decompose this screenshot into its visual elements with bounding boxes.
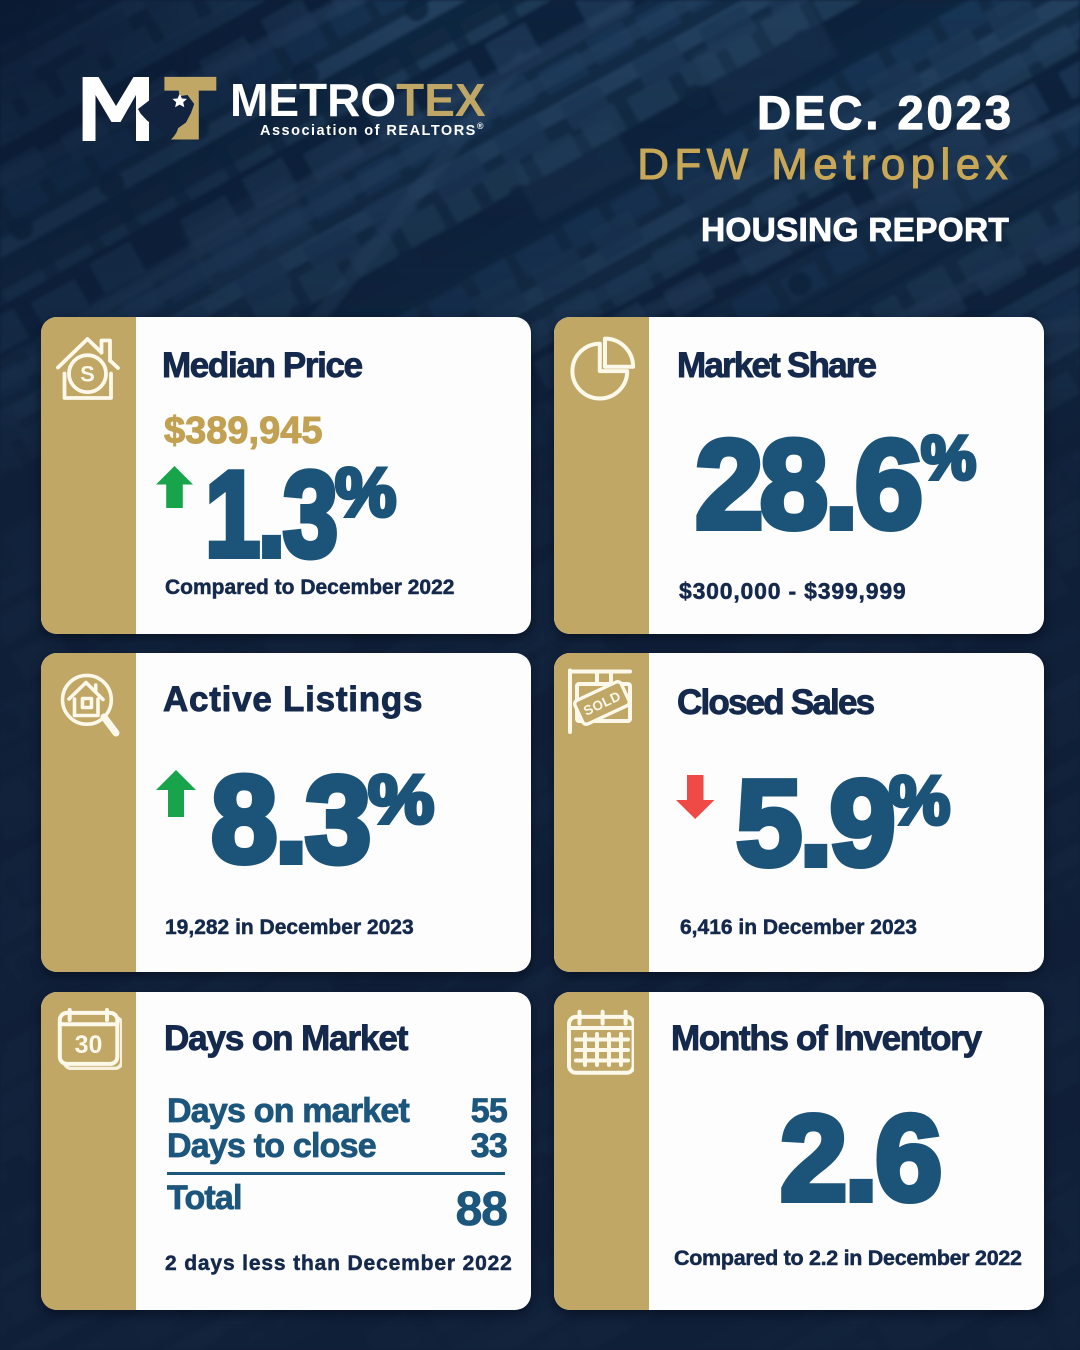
svg-text:S: S [80, 362, 95, 387]
svg-text:30: 30 [75, 1031, 103, 1059]
